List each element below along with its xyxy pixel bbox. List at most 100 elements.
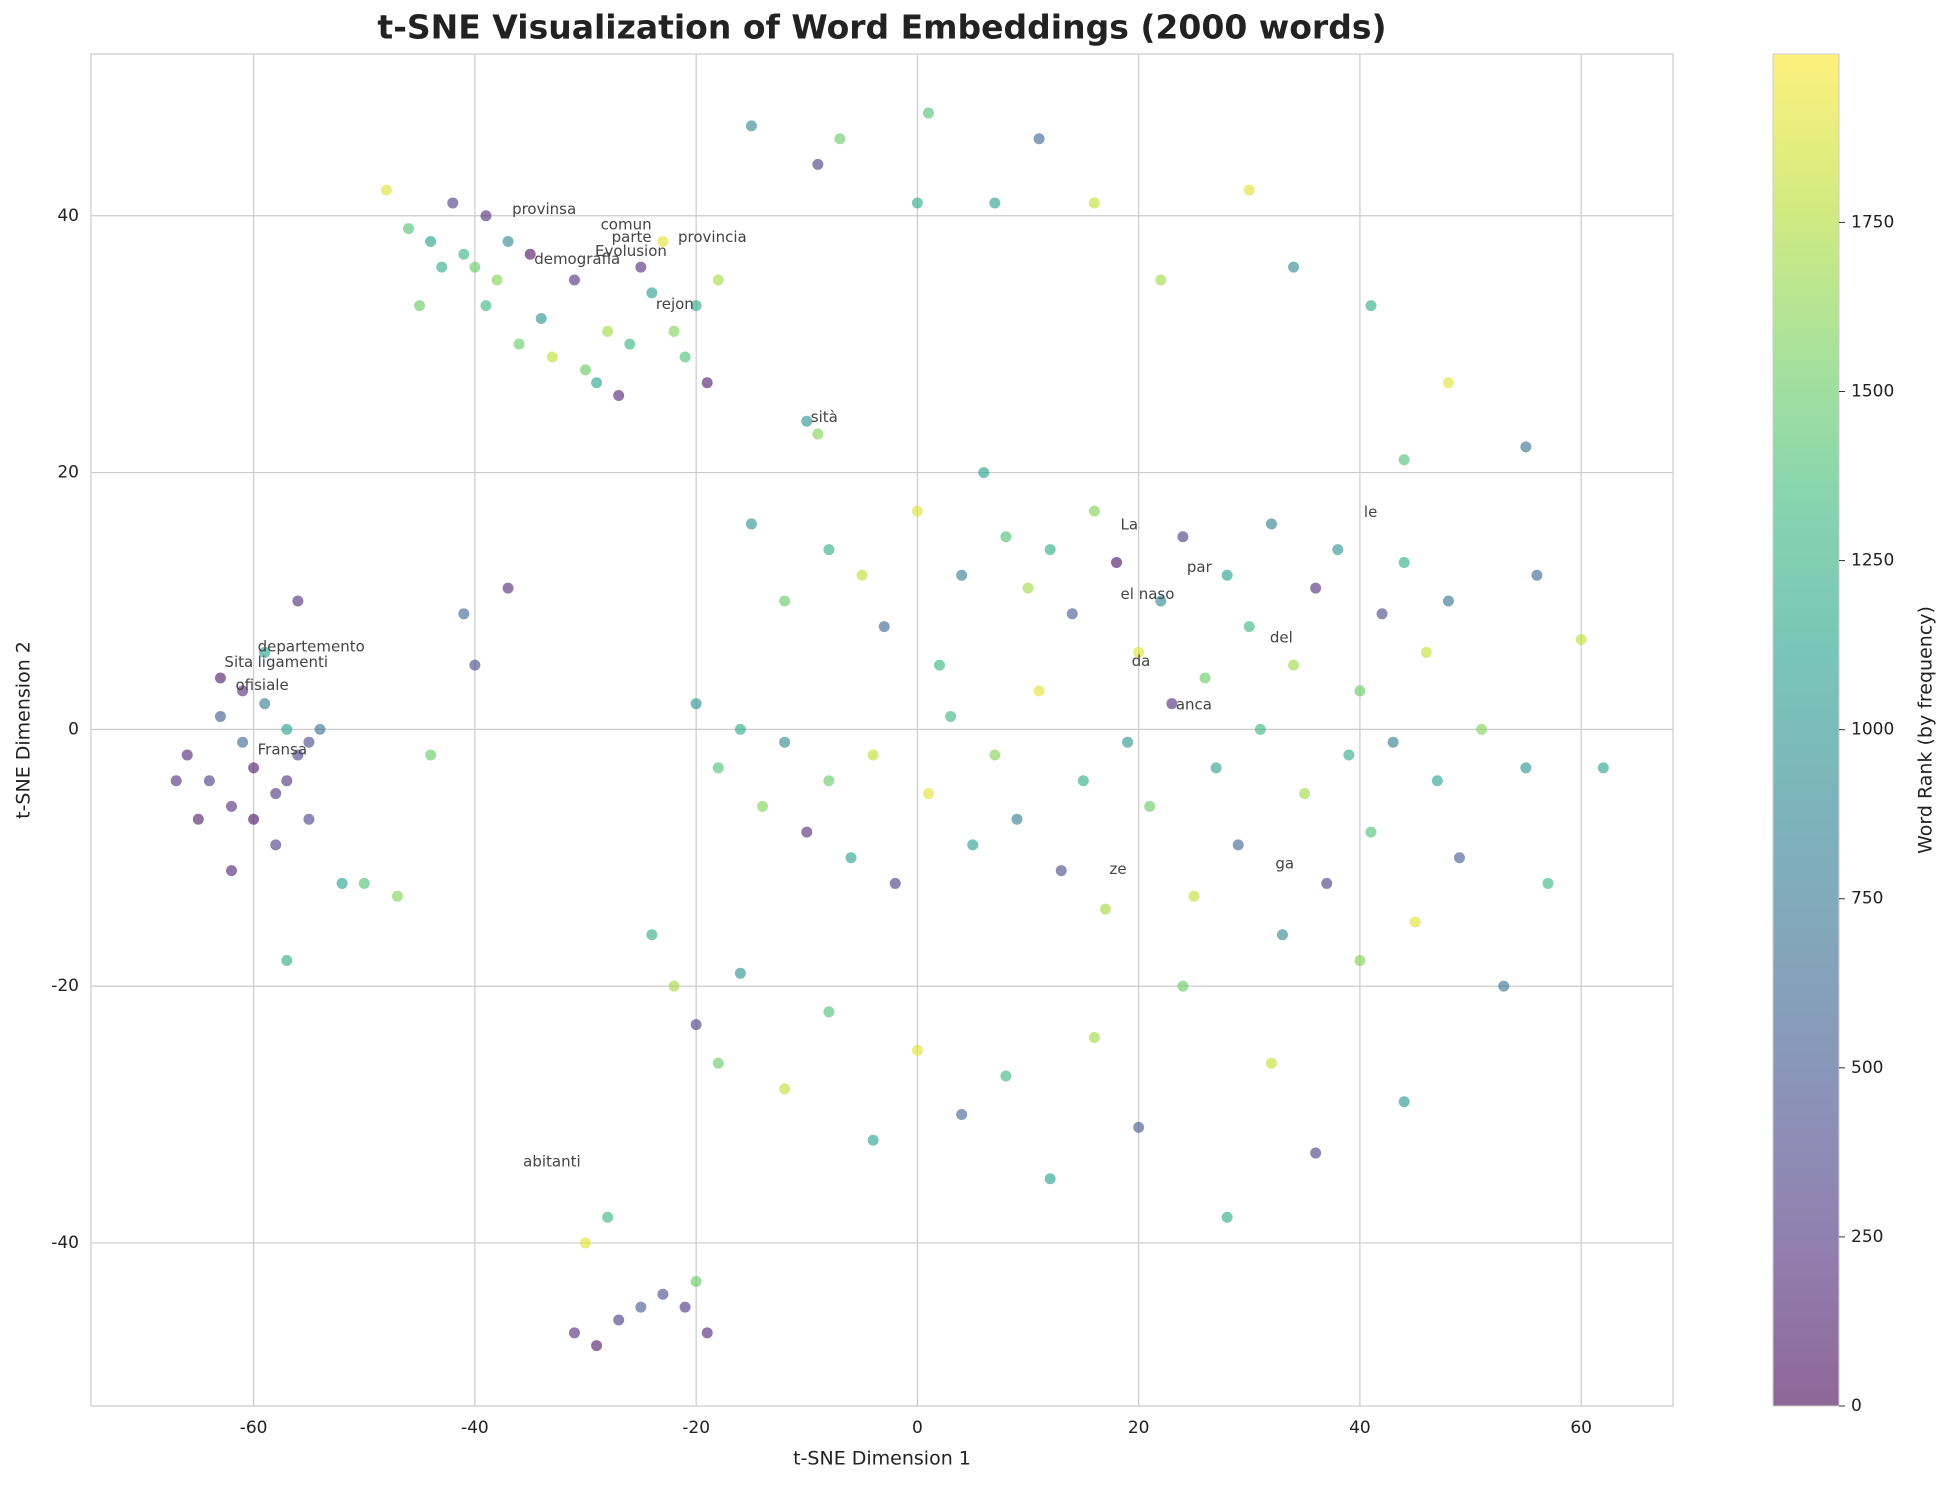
point xyxy=(867,1134,879,1146)
point xyxy=(834,133,846,145)
annotation: parte xyxy=(612,228,652,246)
point xyxy=(779,1083,791,1095)
point xyxy=(690,1019,702,1031)
point xyxy=(668,980,680,992)
point xyxy=(1221,569,1233,581)
point xyxy=(657,235,669,247)
y-tick-label: 40 xyxy=(57,206,79,226)
point xyxy=(535,312,547,324)
point xyxy=(580,364,592,376)
point xyxy=(1111,556,1123,568)
point xyxy=(1310,1147,1322,1159)
colorbar-tick-label: 1000 xyxy=(1851,720,1894,740)
annotation: ofisiale xyxy=(235,676,288,694)
point xyxy=(1077,775,1089,787)
point xyxy=(1299,788,1311,800)
point xyxy=(801,826,813,838)
point xyxy=(1033,133,1045,145)
point xyxy=(469,659,481,671)
point xyxy=(1188,890,1200,902)
y-tick-label: 0 xyxy=(68,719,79,739)
x-tick-label: -40 xyxy=(461,1418,489,1438)
annotation: departemento xyxy=(258,638,365,656)
point xyxy=(1044,1173,1056,1185)
point xyxy=(1288,659,1300,671)
point xyxy=(679,351,691,363)
point xyxy=(1520,441,1532,453)
point xyxy=(734,723,746,735)
y-tick-label: -40 xyxy=(51,1233,79,1253)
point xyxy=(170,775,182,787)
point xyxy=(602,1211,614,1223)
point xyxy=(624,338,636,350)
point xyxy=(1597,762,1609,774)
point xyxy=(524,248,536,260)
point xyxy=(480,300,492,312)
colorbar-tick-label: 250 xyxy=(1851,1227,1883,1247)
annotation: ze xyxy=(1109,860,1126,878)
point xyxy=(922,107,934,119)
point xyxy=(580,1237,592,1249)
point xyxy=(878,621,890,633)
point xyxy=(502,235,514,247)
y-axis-label: t-SNE Dimension 2 xyxy=(13,641,35,819)
point xyxy=(1055,865,1067,877)
point xyxy=(911,1044,923,1056)
point xyxy=(292,595,304,607)
point xyxy=(812,158,824,170)
point xyxy=(922,788,934,800)
point xyxy=(1431,775,1443,787)
point xyxy=(989,749,1001,761)
colorbar-tick-label: 1750 xyxy=(1851,212,1894,232)
point xyxy=(380,184,392,196)
point xyxy=(690,698,702,710)
point xyxy=(281,723,293,735)
point xyxy=(1000,1070,1012,1082)
point xyxy=(889,877,901,889)
colorbar-label: Word Rank (by frequency) xyxy=(1915,606,1937,854)
point xyxy=(203,775,215,787)
point xyxy=(657,1288,669,1300)
annotation: par xyxy=(1187,558,1213,576)
point xyxy=(1033,685,1045,697)
point xyxy=(1177,980,1189,992)
point xyxy=(1453,852,1465,864)
annotation: rejon xyxy=(656,295,694,313)
annotation: ga xyxy=(1275,855,1294,873)
point xyxy=(1365,826,1377,838)
point xyxy=(646,287,658,299)
point xyxy=(945,711,957,723)
point xyxy=(1210,762,1222,774)
point xyxy=(779,595,791,607)
y-tick-label: -20 xyxy=(51,976,79,996)
point xyxy=(812,428,824,440)
point xyxy=(1044,544,1056,556)
point xyxy=(856,569,868,581)
point xyxy=(1177,531,1189,543)
point xyxy=(1542,877,1554,889)
point xyxy=(745,120,757,132)
point xyxy=(358,877,370,889)
point xyxy=(934,659,946,671)
annotation: Sita xyxy=(224,653,253,671)
point xyxy=(989,197,1001,209)
point xyxy=(1520,762,1532,774)
point xyxy=(237,736,249,748)
point xyxy=(1398,454,1410,466)
point xyxy=(956,1109,968,1121)
annotation: Fransa xyxy=(258,740,307,758)
point xyxy=(1265,518,1277,530)
point xyxy=(967,839,979,851)
point xyxy=(546,351,558,363)
annotation: provinsa xyxy=(512,200,576,218)
point xyxy=(1022,582,1034,594)
point xyxy=(1221,1211,1233,1223)
point xyxy=(1332,544,1344,556)
point xyxy=(1066,608,1078,620)
point xyxy=(1575,633,1587,645)
colorbar-tick-label: 500 xyxy=(1851,1058,1883,1078)
point xyxy=(1398,556,1410,568)
point xyxy=(214,711,226,723)
point xyxy=(591,1340,603,1352)
